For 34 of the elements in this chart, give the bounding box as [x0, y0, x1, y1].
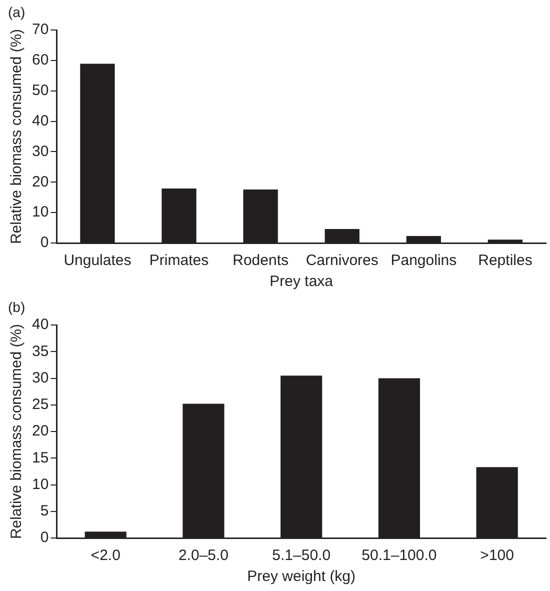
y-tick-label: 40: [32, 112, 49, 130]
y-tick-label: 10: [32, 204, 49, 221]
x-tick-label: Reptiles: [478, 252, 532, 270]
x-tick-label: Primates: [149, 252, 209, 270]
x-tick-label: <2.0: [90, 547, 120, 564]
x-axis-title: Prey weight (kg): [247, 568, 356, 586]
y-tick-label: 20: [32, 173, 49, 190]
x-tick-label: 50.1–100.0: [362, 547, 437, 564]
y-tick-label: 20: [32, 422, 49, 440]
x-tick-label: Rodents: [232, 252, 289, 270]
y-tick-label: 60: [32, 52, 49, 69]
chart-title: (b): [8, 299, 26, 315]
y-tick-label: 35: [32, 342, 49, 360]
x-tick-label: Pangolins: [390, 252, 457, 270]
y-tick-label: 0: [40, 234, 49, 252]
x-tick-label: 5.1–50.0: [272, 547, 331, 564]
x-tick-label: Ungulates: [64, 252, 132, 270]
x-tick-label: Carnivores: [306, 252, 378, 270]
y-tick-label: 10: [32, 476, 49, 493]
y-tick-label: 40: [32, 316, 49, 334]
chart-title: (a): [8, 4, 26, 20]
y-axis-title: Relative biomass consumed (%): [8, 28, 26, 244]
x-axis-title: Prey taxa: [270, 273, 334, 290]
y-tick-label: 0: [40, 529, 49, 546]
y-tick-label: 5: [40, 502, 49, 520]
y-axis-title: Relative biomass consumed (%): [8, 324, 26, 540]
x-tick-label: >100: [480, 547, 514, 564]
y-tick-label: 50: [32, 82, 49, 99]
y-tick-label: 25: [32, 396, 49, 414]
x-tick-label: 2.0–5.0: [178, 547, 229, 564]
y-tick-label: 15: [32, 449, 49, 466]
y-tick-label: 30: [32, 142, 49, 160]
y-tick-label: 70: [32, 21, 49, 38]
y-tick-label: 30: [32, 369, 49, 386]
